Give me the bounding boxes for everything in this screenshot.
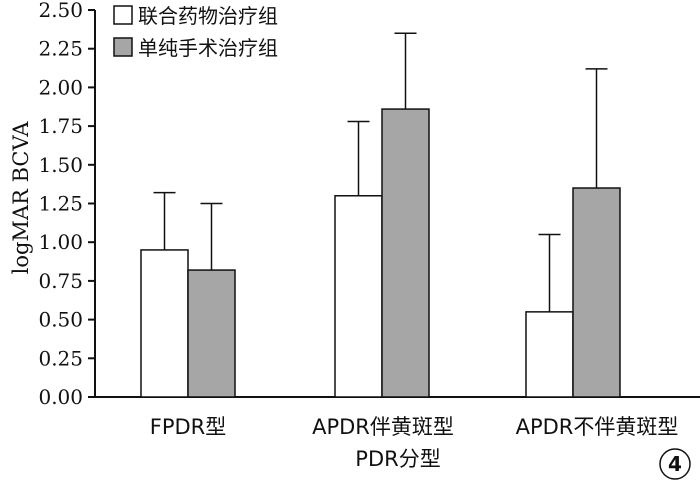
bar-combined-1 (334, 195, 383, 398)
legend-swatch-surgery (113, 37, 133, 57)
bars (140, 32, 621, 398)
panel-label-text: 4 (668, 452, 682, 476)
x-axis-title: PDR分型 (355, 447, 440, 471)
y-tick-label: 1.50 (38, 153, 83, 177)
bar-combined-2 (525, 311, 574, 398)
y-tick-label: 0.00 (38, 385, 83, 409)
y-tick-label: 1.75 (38, 114, 83, 138)
y-tick-label: 0.75 (38, 269, 83, 293)
bar-surgery-0 (187, 269, 236, 398)
y-ticks: 0.00 0.25 0.50 0.75 1.00 1.25 1.50 1.75 2.00 2.25… (38, 0, 95, 409)
y-tick-label: 0.25 (38, 346, 83, 370)
y-tick-label: 1.00 (38, 230, 83, 254)
y-tick-label: 2.50 (38, 0, 83, 22)
legend-label-surgery: 单纯手术治疗组 (138, 36, 278, 60)
legend-swatch-combined (113, 5, 133, 25)
x-category-label: APDR不伴黄斑型 (516, 415, 679, 439)
x-category-label: FPDR型 (150, 415, 227, 439)
x-labels: FPDR型 APDR伴黄斑型 APDR不伴黄斑型 (150, 415, 679, 439)
y-axis-title: logMAR BCVA (9, 121, 33, 275)
bar-surgery-1 (381, 108, 430, 398)
x-category-label: APDR伴黄斑型 (312, 415, 454, 439)
bar-surgery-2 (572, 187, 621, 398)
y-tick-label: 1.25 (38, 192, 83, 216)
y-tick-label: 2.00 (38, 75, 83, 99)
legend-label-combined: 联合药物治疗组 (138, 4, 278, 28)
panel-label-circle (659, 448, 691, 480)
legend: 联合药物治疗组 单纯手术治疗组 (113, 4, 278, 60)
panel-label: 4 (659, 448, 691, 480)
y-tick-label: 2.25 (38, 37, 83, 61)
bar-combined-0 (140, 249, 189, 398)
y-tick-label: 0.50 (38, 308, 83, 332)
